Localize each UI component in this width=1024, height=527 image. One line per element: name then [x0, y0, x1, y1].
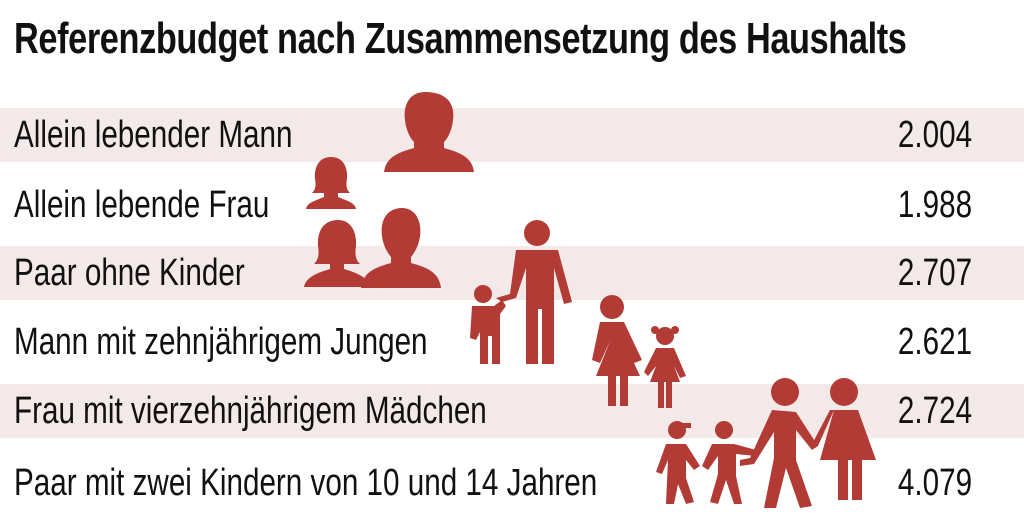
mother-daughter-icon: [592, 295, 686, 408]
row-value: 2.621: [897, 321, 972, 363]
row-label: Mann mit zehnjährigem Jungen: [14, 321, 428, 363]
man-icon: [384, 92, 474, 172]
couple-icon: [304, 208, 441, 288]
row-value: 2.724: [897, 390, 972, 432]
woman-icon: [306, 157, 356, 209]
row-label: Frau mit vierzehnjährigem Mädchen: [14, 390, 487, 432]
row-label: Allein lebende Frau: [14, 184, 270, 226]
row-band: [0, 108, 1024, 162]
chart-title: Referenzbudget nach Zusammensetzung des …: [14, 14, 907, 63]
row-label: Allein lebender Mann: [14, 114, 293, 156]
row-value: 2.707: [897, 252, 972, 294]
row-value: 4.079: [897, 462, 972, 504]
father-son-icon: [470, 220, 572, 364]
family-icon: [656, 378, 876, 508]
row-label: Paar mit zwei Kindern von 10 und 14 Jahr…: [14, 462, 598, 504]
row-label: Paar ohne Kinder: [14, 252, 245, 294]
row-value: 2.004: [897, 114, 972, 156]
row-value: 1.988: [897, 184, 972, 226]
